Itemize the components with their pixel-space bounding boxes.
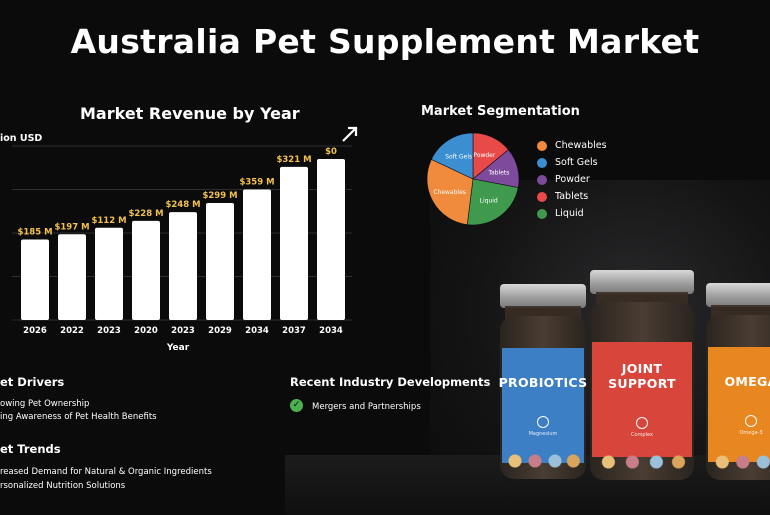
jar-logo-icon xyxy=(635,417,648,429)
legend-item-chewables: Chewables xyxy=(537,137,607,154)
pie-slice-label: Tablets xyxy=(487,169,509,176)
pie-slice-label: Liquid xyxy=(480,198,498,205)
trend-item: rsonalized Nutrition Solutions xyxy=(0,481,126,491)
jar-joint-support: JOINT SUPPORT Complex xyxy=(590,270,694,480)
drivers-heading: et Drivers xyxy=(0,375,65,389)
jar-label: OMEGA Omega-3 xyxy=(707,347,770,462)
bar-value-label: $359 M xyxy=(239,178,274,188)
pie-slice-label: Soft Gels xyxy=(445,153,472,160)
jar-name: OMEGA xyxy=(724,373,770,389)
jar-lid xyxy=(500,284,586,308)
x-tick-label: 2026 xyxy=(23,326,47,336)
legend-dot xyxy=(537,208,547,219)
legend-dot xyxy=(537,191,547,202)
revenue-bar xyxy=(132,220,160,320)
page-title: Australia Pet Supplement Market xyxy=(70,22,700,61)
x-axis-title: Year xyxy=(166,343,190,353)
revenue-bar xyxy=(21,239,49,320)
check-circle-icon: ✓ xyxy=(290,399,303,412)
x-tick-label: 2023 xyxy=(171,326,195,336)
revenue-bar xyxy=(280,166,308,320)
jar-pills xyxy=(594,450,690,474)
revenue-bar xyxy=(206,202,234,320)
x-tick-label: 2034 xyxy=(319,326,343,336)
legend-label: Powder xyxy=(555,174,590,185)
pie-slice xyxy=(466,178,519,226)
legend-dot xyxy=(537,140,547,151)
development-item: Mergers and Partnerships xyxy=(312,402,421,412)
jar-logo-icon xyxy=(536,415,549,428)
segmentation-title: Market Segmentation xyxy=(421,104,580,119)
revenue-bar xyxy=(317,159,345,320)
bar-value-label: $248 M xyxy=(165,200,200,210)
developments-heading: Recent Industry Developments xyxy=(290,375,491,389)
jar-subtext: Magnesium xyxy=(528,430,558,437)
legend-dot xyxy=(537,157,547,168)
jar-probiotics: PROBIOTICS Magnesium xyxy=(498,284,588,479)
jar-lid xyxy=(706,283,770,307)
bar-value-label: $228 M xyxy=(128,209,163,219)
legend-label: Tablets xyxy=(555,191,589,202)
jar-name: PROBIOTICS xyxy=(498,374,588,390)
trend-item: reased Demand for Natural & Organic Ingr… xyxy=(0,467,212,477)
revenue-bar xyxy=(95,227,123,320)
jar-name: JOINT SUPPORT xyxy=(608,361,676,391)
revenue-bar xyxy=(169,212,197,320)
x-tick-label: 2023 xyxy=(97,326,121,336)
pie-slice-label: Chewables xyxy=(433,189,466,196)
legend-label: Liquid xyxy=(555,208,584,219)
legend-item-soft-gels: Soft Gels xyxy=(537,154,607,171)
x-tick-label: 2029 xyxy=(208,326,232,336)
bar-value-label: $112 M xyxy=(91,216,126,226)
pie-slice-label: Powder xyxy=(473,152,495,159)
segmentation-pie-chart: Powder Tablets Liquid Chewables Soft Gels xyxy=(426,132,520,226)
bar-value-label: $299 M xyxy=(202,191,237,201)
driver-item: ing Awareness of Pet Health Benefits xyxy=(0,412,157,422)
legend-item-powder: Powder xyxy=(537,171,607,188)
bar-value-label: $197 M xyxy=(54,222,89,232)
jar-label: JOINT SUPPORT Complex xyxy=(592,342,692,457)
jar-subtext: Complex xyxy=(631,432,653,438)
legend-label: Soft Gels xyxy=(555,157,598,168)
jar-pills xyxy=(709,450,770,474)
legend-item-tablets: Tablets xyxy=(537,188,607,205)
pie-slice xyxy=(430,132,474,180)
jar-logo-icon xyxy=(744,414,757,427)
revenue-unit-label: ion USD xyxy=(0,133,43,144)
trends-heading: et Trends xyxy=(0,442,61,456)
trend-up-arrow-icon xyxy=(342,126,358,142)
bar-value-label: $321 M xyxy=(276,155,311,165)
bar-value-label: $0 xyxy=(325,147,337,157)
jar-pills xyxy=(503,449,583,473)
segmentation-legend: Chewables Soft Gels Powder Tablets Liqui… xyxy=(537,137,607,222)
x-tick-label: 2022 xyxy=(60,326,84,336)
jar-omega: OMEGA Omega-3 xyxy=(706,283,770,480)
revenue-bar-chart: $185 M 2026 $197 M 2022 $112 M 2023 $228 M 2020… xyxy=(12,145,352,353)
revenue-bar xyxy=(58,234,86,320)
legend-label: Chewables xyxy=(555,140,607,151)
jar-subtext: Omega-3 xyxy=(739,429,763,436)
legend-dot xyxy=(537,174,547,185)
x-tick-label: 2020 xyxy=(134,326,158,336)
x-tick-label: 2034 xyxy=(245,326,269,336)
revenue-chart-title: Market Revenue by Year xyxy=(80,104,300,123)
x-tick-label: 2037 xyxy=(282,326,306,336)
jar-label: PROBIOTICS Magnesium xyxy=(498,348,588,463)
revenue-bar xyxy=(243,189,271,320)
bar-value-label: $185 M xyxy=(17,228,52,238)
legend-item-liquid: Liquid xyxy=(537,205,607,222)
driver-item: owing Pet Ownership xyxy=(0,399,90,409)
jar-lid xyxy=(590,270,694,294)
pie-slice xyxy=(426,159,474,225)
